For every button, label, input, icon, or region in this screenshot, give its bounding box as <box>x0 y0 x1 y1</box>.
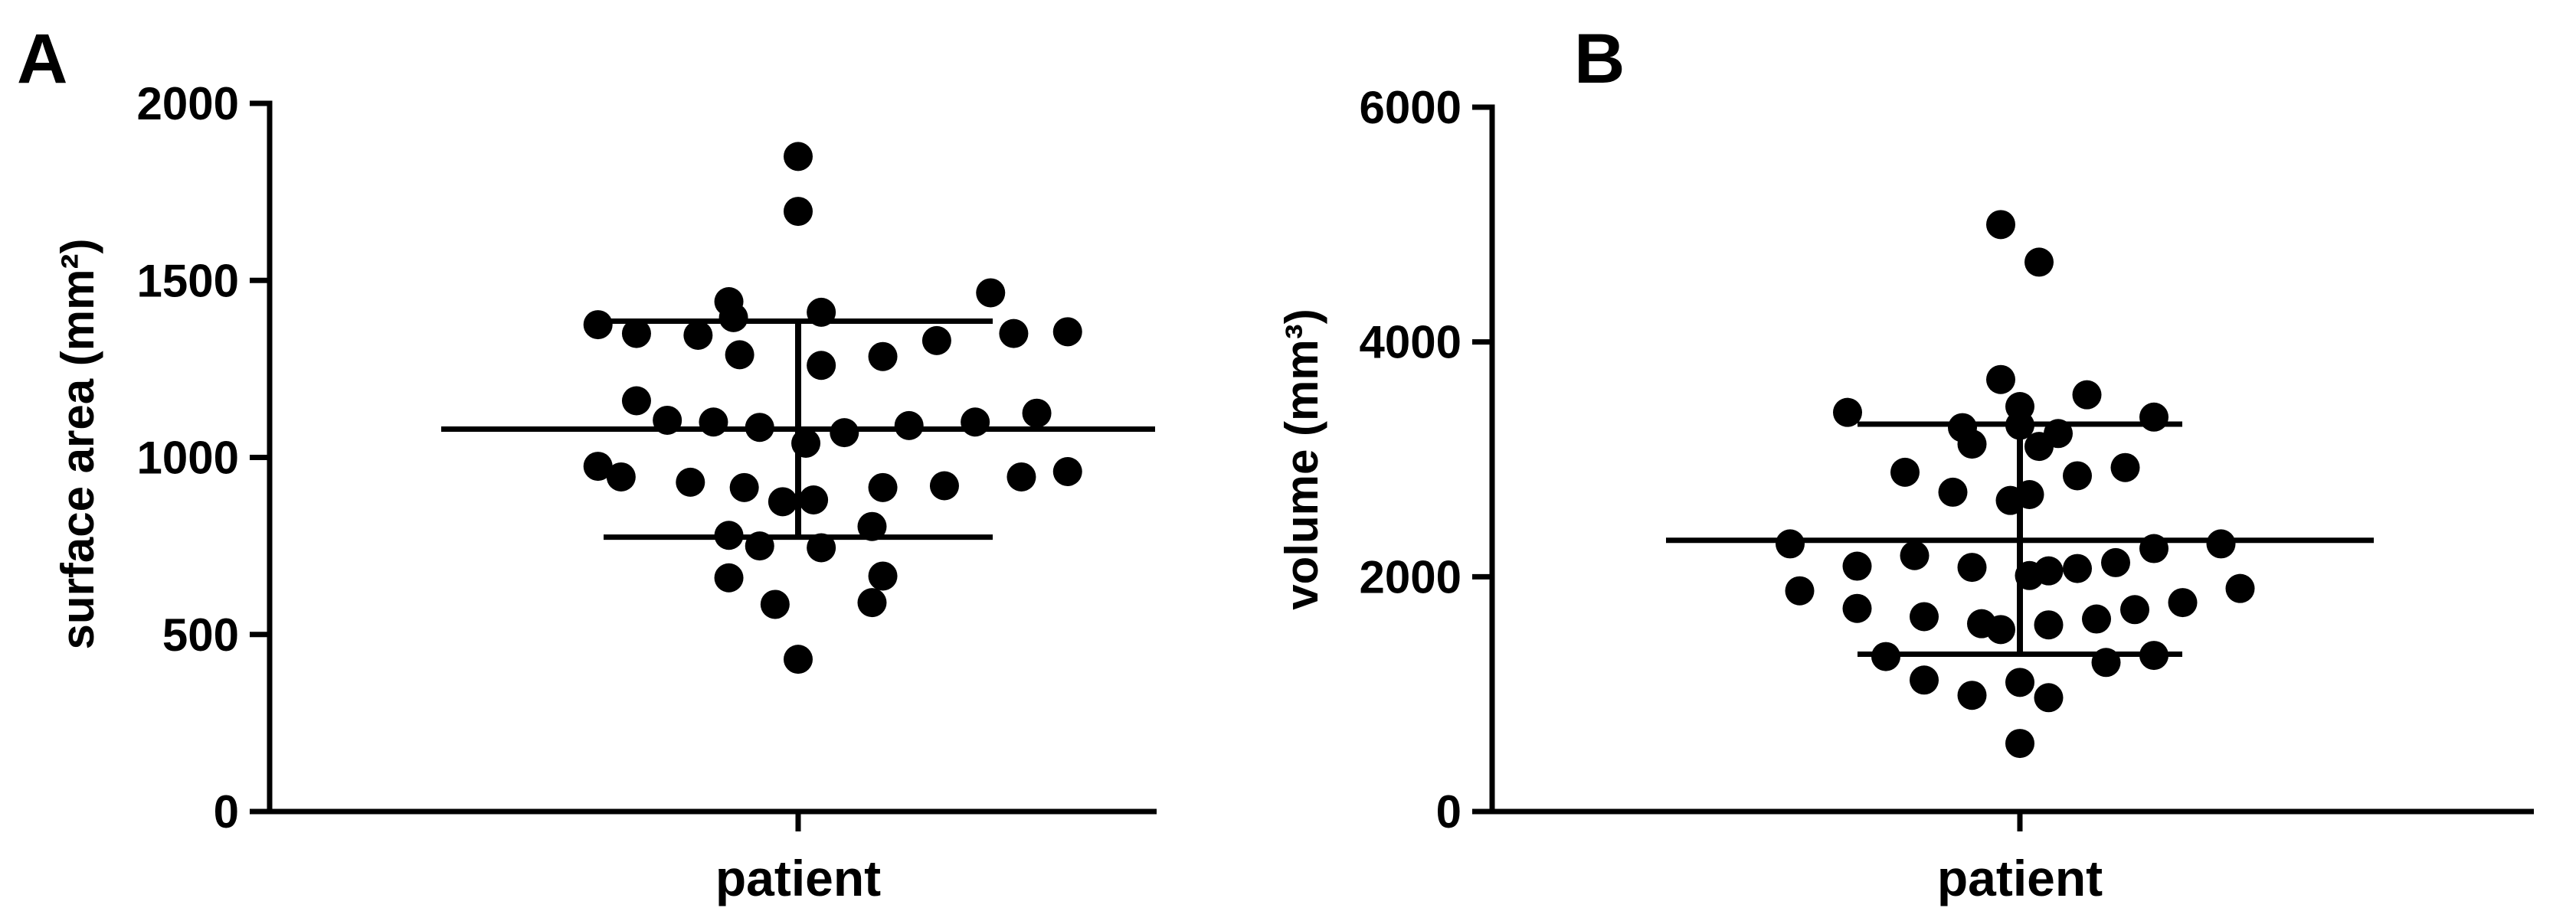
panel-b-x-category-label: patient <box>1937 850 2103 906</box>
panel-a-data-point <box>1052 317 1082 347</box>
panel-a-data-point <box>868 341 898 371</box>
panel-a-data-point <box>857 511 887 541</box>
panel-b-data-point <box>1833 397 1862 427</box>
panel-b-data-point <box>1938 477 1968 507</box>
panel-b-data-point <box>2110 452 2140 482</box>
panel-a-y-tick-label: 500 <box>162 609 239 661</box>
panel-b-data-point <box>1957 681 1987 710</box>
panel-a-y-tick-label: 1000 <box>137 433 239 484</box>
panel-a-data-point <box>768 487 797 517</box>
panel-a-data-point <box>807 533 836 563</box>
panel-b-data-point <box>1776 529 1805 559</box>
panel-a-label: A <box>17 20 67 98</box>
panel-a-data-point <box>799 485 829 514</box>
panel-a-data-point <box>784 197 813 227</box>
panel-a-y-tick-label: 2000 <box>137 78 239 129</box>
panel-b-data-point <box>2072 380 2102 410</box>
panel-a-data-point <box>1007 462 1036 492</box>
panel-b-data-point <box>2034 610 2064 640</box>
panel-a-data-point <box>857 588 887 618</box>
panel-a-data-point <box>729 472 759 502</box>
panel-b-data-point <box>2206 529 2236 559</box>
panel-a-data-point <box>830 418 859 448</box>
panel-a-data-point <box>621 318 651 348</box>
panel-b-y-tick-label: 4000 <box>1360 317 1461 368</box>
panel-b-y-tick-label: 2000 <box>1360 551 1461 603</box>
panel-b-data-point <box>1910 602 1939 632</box>
panel-a-data-point <box>1052 457 1082 486</box>
panel-a-data-point <box>929 471 959 501</box>
panel-b-data-point <box>2168 588 2198 618</box>
panel-b-data-point <box>1910 665 1939 695</box>
panel-b-axes <box>1489 104 2534 831</box>
panel-b-data-point <box>1900 541 1930 570</box>
panel-b-data-point <box>1986 210 2015 240</box>
panel-b-data-point <box>1842 551 1872 581</box>
panel-b-data-point <box>1986 615 2015 645</box>
panel-b-data-point <box>1986 364 2015 394</box>
panel-a-data-point <box>583 452 613 482</box>
panel-b-data-point <box>2225 573 2255 603</box>
panel-b-data-point <box>2120 595 2149 625</box>
panel-b-data-point <box>1785 576 1815 606</box>
panel-a-data-point <box>760 590 790 619</box>
panel-a-data-point <box>676 467 705 497</box>
panel-a-data-point <box>725 340 754 370</box>
panel-a-data-point <box>784 142 813 171</box>
panel-a-data-point <box>621 386 651 416</box>
panel-a-data-point <box>683 320 713 350</box>
panel-a-data-point <box>807 351 836 380</box>
panel-a-x-category-label: patient <box>715 850 881 906</box>
panel-b-data-point <box>2063 554 2092 583</box>
panel-b-y-ticks: 0 2000 4000 6000 <box>1360 82 1492 838</box>
panel-a-y-ticks: 0 500 1000 1500 2000 <box>137 78 270 838</box>
panel-a-chart: A surface area (mm²) 0 500 1000 1500 2000 pa… <box>17 20 1157 906</box>
panel-b-data-point <box>2024 432 2054 462</box>
panel-b-data-point <box>2005 729 2034 759</box>
panel-b-y-tick-label: 0 <box>1436 786 1461 838</box>
panel-a-y-tick-label: 0 <box>214 786 239 838</box>
panel-a-data-point <box>699 407 728 437</box>
panel-b-y-tick-label: 6000 <box>1360 82 1461 133</box>
panel-b-data-point <box>2139 402 2168 432</box>
panel-b-data-point <box>1890 457 1920 487</box>
panel-a-data-point <box>868 472 898 502</box>
panel-b-data-point <box>2082 604 2111 634</box>
panel-b-data-point <box>1957 429 1987 459</box>
panel-b-data-point <box>2101 547 2130 577</box>
panel-b-points <box>1776 210 2255 759</box>
panel-a-data-point <box>976 278 1006 308</box>
panel-b-y-axis-label: volume (mm³) <box>1276 309 1327 609</box>
panel-a-y-axis-label: surface area (mm²) <box>52 239 103 650</box>
panel-a-data-point <box>583 310 613 340</box>
panel-a-data-point <box>714 563 744 593</box>
panel-a-points <box>583 142 1082 674</box>
panel-a-data-point <box>1022 398 1052 428</box>
panel-b-data-point <box>1842 593 1872 623</box>
panel-a-y-tick-label: 1500 <box>137 255 239 306</box>
panel-a-data-point <box>894 410 924 440</box>
panel-b-data-point <box>1957 553 1987 583</box>
panel-a-data-point <box>961 407 990 437</box>
panel-a-data-point <box>921 325 951 355</box>
panel-b-data-point <box>2005 668 2034 697</box>
panel-b-data-point <box>2063 461 2092 491</box>
panel-b-label: B <box>1574 20 1625 98</box>
panel-a-data-point <box>606 462 636 492</box>
panel-b-data-point <box>2034 683 2064 713</box>
panel-b-summary-lines <box>1666 421 2374 658</box>
panel-a-summary-lines <box>441 318 1155 541</box>
panel-b-chart: B volume (mm³) 0 2000 4000 6000 patient <box>1276 20 2534 906</box>
panel-a-data-point <box>784 645 813 674</box>
panel-a-data-point <box>999 318 1029 348</box>
panel-a-data-point <box>718 302 748 332</box>
panel-a-axes <box>267 100 1157 831</box>
panel-a-data-point <box>868 561 898 591</box>
panel-b-data-point <box>2024 247 2054 277</box>
